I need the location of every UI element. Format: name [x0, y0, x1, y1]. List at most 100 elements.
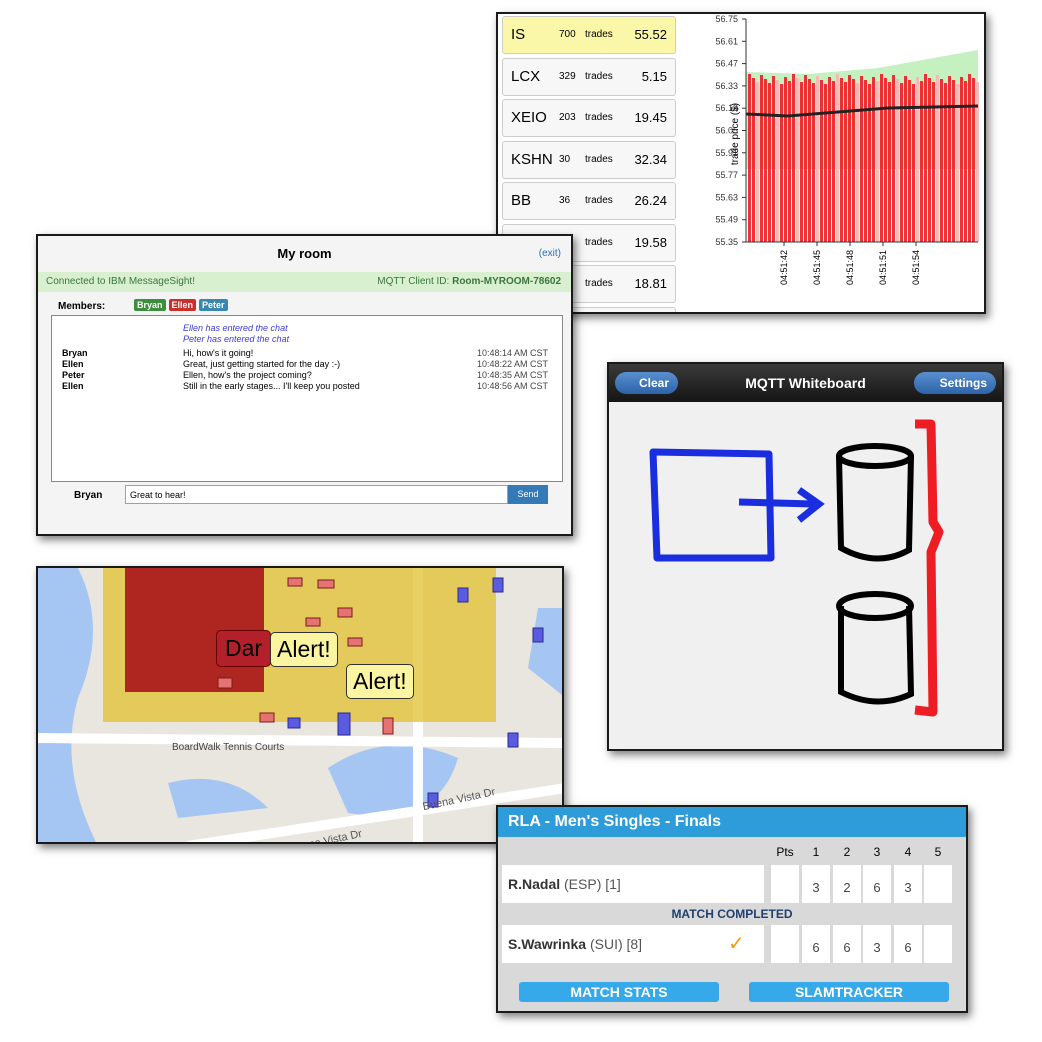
bar-stripe: [884, 78, 887, 242]
score-cell: 6: [863, 865, 891, 903]
message-time: 10:48:14 AM CST: [476, 348, 548, 358]
bar-stripe: [940, 79, 943, 242]
message-input[interactable]: Great to hear!: [125, 485, 508, 504]
y-tick-label: 55.63: [715, 192, 738, 202]
bar-stripe: [804, 75, 807, 242]
bar-stripe: [976, 82, 979, 242]
action-button[interactable]: SLAMTRACKER: [749, 982, 949, 1002]
danger-label[interactable]: Dar: [216, 630, 272, 667]
ticker-row[interactable]: BB 36 trades 26.24: [502, 182, 676, 220]
bar-stripe: [812, 83, 815, 242]
bar-stripe: [964, 81, 967, 242]
bar-stripe: [868, 84, 871, 242]
bar-stripe: [908, 80, 911, 242]
trade-count: 203: [559, 112, 576, 123]
bar-stripe: [776, 80, 779, 242]
bar-stripe: [876, 81, 879, 242]
bar-stripe: [780, 84, 783, 242]
chat-title: My room: [277, 246, 332, 261]
ticker-row[interactable]: IS 700 trades 55.52: [502, 16, 676, 54]
bar-stripe: [792, 74, 795, 242]
alert-label[interactable]: Alert!: [346, 664, 414, 699]
client-label: MQTT Client ID:: [377, 276, 450, 287]
y-axis-label[interactable]: trade price ($): [730, 103, 741, 165]
message-time: 10:48:56 AM CST: [476, 381, 548, 391]
y-tick-label: 56.47: [715, 59, 738, 69]
bar-stripe: [752, 78, 755, 242]
bar-stripe: [956, 84, 959, 242]
score-cell: 2: [833, 865, 861, 903]
winner-check: ✓: [728, 933, 745, 955]
x-tick-label: 04:51:48: [845, 250, 855, 285]
player-name: R.Nadal: [508, 876, 561, 892]
bar-stripe: [920, 81, 923, 242]
bar-stripe: [896, 79, 899, 242]
bar-stripe: [756, 82, 759, 242]
message-text: Ellen, how's the project coming?: [183, 370, 312, 380]
send-button[interactable]: Send: [508, 485, 548, 504]
chat-panel: My room (exit) Connected to IBM MessageS…: [36, 234, 573, 536]
sender: Peter: [62, 370, 85, 380]
clear-button[interactable]: Clear: [615, 372, 679, 394]
column-header: 3: [873, 845, 881, 859]
action-button[interactable]: MATCH STATS: [519, 982, 719, 1002]
bar-stripe: [912, 84, 915, 242]
bar-stripe: [904, 76, 907, 242]
column-header: 1: [812, 845, 820, 859]
user-name: Bryan: [74, 490, 103, 501]
score-cell: [771, 925, 799, 963]
ticker-row[interactable]: KSHN 30 trades 32.34: [502, 140, 676, 179]
symbol: KSHN: [511, 150, 553, 168]
y-tick-label: 55.35: [715, 237, 738, 247]
symbol: IS: [511, 26, 526, 43]
member-badge: Peter: [199, 299, 228, 311]
score-cell: [924, 865, 952, 903]
message-text: Still in the early stages... I'll keep y…: [183, 381, 360, 391]
bar-stripe: [820, 80, 823, 242]
bar-stripe: [772, 76, 775, 242]
price: 32.34: [634, 151, 667, 167]
bar-stripe: [816, 76, 819, 242]
bar-stripe: [892, 75, 895, 242]
symbol: XEIO: [511, 109, 547, 126]
column-header: 2: [843, 845, 851, 859]
chat-event: Peter has entered the chat: [183, 334, 290, 344]
x-tick-label: 04:51:51: [878, 250, 888, 285]
message-time: 10:48:22 AM CST: [476, 359, 548, 369]
x-tick-label: 04:51:45: [812, 250, 822, 285]
trend-line: [745, 104, 979, 118]
alert-label[interactable]: Alert!: [270, 632, 338, 667]
score-title: RLA - Men's Singles - Finals: [498, 807, 966, 837]
price: 18.81: [634, 276, 667, 291]
ticker-row[interactable]: LCX 329 trades 5.15: [502, 57, 676, 96]
bar-stripe: [852, 79, 855, 242]
bar-stripe: [748, 74, 751, 242]
message-text: Hi, how's it going!: [183, 348, 254, 358]
trade-unit: trades: [585, 236, 613, 248]
bar-stripe: [796, 78, 799, 242]
exit-link[interactable]: (exit): [538, 248, 561, 259]
trade-unit: trades: [585, 153, 613, 165]
score-cell: 6: [894, 925, 922, 963]
bar-stripe: [888, 82, 891, 242]
bar-stripe: [944, 83, 947, 242]
bar-stripe: [800, 82, 803, 242]
bar-stripe: [924, 74, 927, 242]
sender: Ellen: [62, 381, 84, 391]
y-tick-label: 55.49: [715, 215, 738, 225]
settings-button[interactable]: Settings: [913, 372, 996, 394]
ticker-row[interactable]: XEIO 203 trades 19.45: [502, 99, 676, 137]
trade-unit: trades: [585, 29, 613, 40]
sender: Bryan: [62, 348, 88, 358]
bar-stripe: [848, 75, 851, 242]
score-panel: RLA - Men's Singles - Finals Pts 1 2 3 4 5 R.N…: [496, 805, 968, 1013]
message-time: 10:48:35 AM CST: [476, 370, 548, 380]
bar-stripe: [760, 75, 763, 242]
bar-stripe: [764, 79, 767, 242]
y-tick-label: 56.33: [715, 81, 738, 91]
bar-stripe: [972, 78, 975, 242]
whiteboard-title: MQTT Whiteboard: [745, 375, 866, 391]
map: BoardWalk Tennis Courts Buena Vista Dr B…: [38, 568, 562, 842]
symbol: BB: [511, 192, 532, 209]
members-label: Members:: [58, 301, 106, 312]
